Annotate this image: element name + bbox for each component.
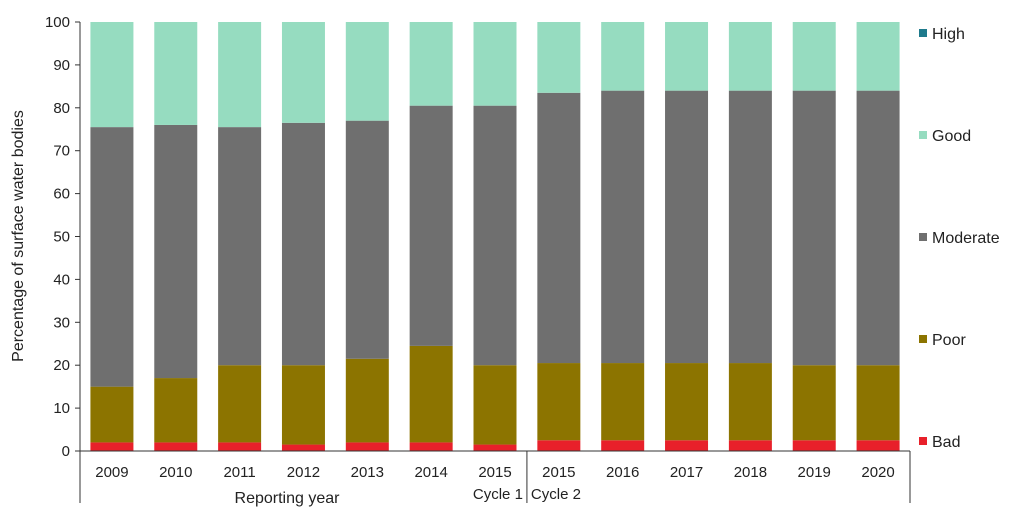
x-tick-label-2020: 2020 — [861, 464, 894, 481]
legend-label-moderate: Moderate — [932, 230, 1000, 247]
bar-poor-2015-7 — [537, 363, 581, 441]
bar-good-2018-10 — [728, 22, 772, 91]
bar-bad-2011-2 — [218, 442, 262, 451]
x-tick-label-2014: 2014 — [414, 464, 447, 481]
bar-good-2019-11 — [792, 22, 836, 91]
bar-moderate-2015-7 — [537, 92, 581, 364]
bar-poor-2012-3 — [281, 365, 325, 445]
bar-bad-2016-8 — [601, 440, 645, 451]
bar-moderate-2014-5 — [409, 105, 453, 346]
x-tick-label-2015: 2015 — [542, 464, 575, 481]
bar-poor-2017-9 — [665, 363, 709, 441]
bar-moderate-2016-8 — [601, 90, 645, 364]
legend-swatch-poor — [919, 335, 927, 343]
bar-good-2017-9 — [665, 22, 709, 91]
bar-poor-2011-2 — [218, 365, 262, 443]
y-tick-label: 100 — [45, 14, 70, 31]
y-axis-title: Percentage of surface water bodies — [10, 110, 27, 362]
bar-good-2013-4 — [345, 22, 389, 121]
legend-label-high: High — [932, 26, 965, 43]
bar-moderate-2019-11 — [792, 90, 836, 366]
bar-moderate-2009-0 — [90, 127, 134, 387]
bar-poor-2018-10 — [728, 363, 772, 441]
bar-moderate-2017-9 — [665, 90, 709, 364]
bar-poor-2013-4 — [345, 358, 389, 443]
bar-poor-2015-6 — [473, 365, 517, 445]
x-tick-label-2011: 2011 — [223, 464, 255, 481]
x-tick-label-2015: 2015 — [478, 464, 511, 481]
y-tick-label: 30 — [53, 314, 70, 331]
y-tick-label: 50 — [53, 229, 70, 246]
legend-swatch-high — [919, 29, 927, 37]
bar-moderate-2015-6 — [473, 105, 517, 366]
bar-moderate-2018-10 — [728, 90, 772, 364]
legend-swatch-good — [919, 131, 927, 139]
bar-bad-2019-11 — [792, 440, 836, 451]
bar-moderate-2010-1 — [154, 124, 198, 379]
bar-bad-2020-12 — [856, 440, 900, 451]
legend: Bad Poor Moderate Good High — [919, 26, 1000, 451]
x-tick-label-2018: 2018 — [734, 464, 767, 481]
bar-poor-2009-0 — [90, 386, 134, 443]
bar-good-2011-2 — [218, 22, 262, 128]
x-axis: 2009 2010 2011 2012 2013 2014 2015 2015 2016 2017… — [79, 450, 911, 503]
legend-label-bad: Bad — [932, 434, 960, 451]
bar-bad-2012-3 — [281, 444, 325, 451]
y-tick-label: 10 — [53, 400, 70, 417]
x-axis-title: Reporting year — [235, 490, 341, 507]
bar-good-2015-7 — [537, 22, 581, 93]
x-tick-label-2010: 2010 — [159, 464, 192, 481]
bar-bad-2015-7 — [537, 440, 581, 451]
x-tick-label-2009: 2009 — [95, 464, 128, 481]
bar-poor-2019-11 — [792, 365, 836, 441]
x-tick-label-2019: 2019 — [798, 464, 831, 481]
bar-bad-2014-5 — [409, 442, 453, 451]
bar-poor-2016-8 — [601, 363, 645, 441]
bar-bad-2009-0 — [90, 442, 134, 451]
y-tick-label: 20 — [53, 357, 70, 374]
x-tick-label-2017: 2017 — [670, 464, 703, 481]
bar-bad-2015-6 — [473, 444, 517, 451]
bar-good-2014-5 — [409, 22, 453, 106]
bar-poor-2010-1 — [154, 378, 198, 443]
bar-moderate-2020-12 — [856, 90, 900, 366]
bar-good-2009-0 — [90, 22, 134, 128]
x-tick-label-2012: 2012 — [287, 464, 320, 481]
legend-swatch-bad — [919, 437, 927, 445]
bar-good-2020-12 — [856, 22, 900, 91]
y-axis: 0 10 20 30 40 50 60 70 80 90 100 — [45, 14, 81, 460]
y-tick-label: 40 — [53, 271, 70, 288]
legend-label-poor: Poor — [932, 332, 966, 349]
bar-good-2015-6 — [473, 22, 517, 106]
bar-good-2010-1 — [154, 22, 198, 125]
x-tick-label-2016: 2016 — [606, 464, 639, 481]
x-tick-label-2013: 2013 — [351, 464, 384, 481]
y-tick-label: 70 — [53, 143, 70, 160]
bar-bad-2018-10 — [728, 440, 772, 451]
bar-good-2012-3 — [281, 22, 325, 123]
group-label-cycle-1: Cycle 1 — [473, 486, 523, 503]
bar-moderate-2013-4 — [345, 120, 389, 359]
y-tick-label: 0 — [62, 443, 70, 460]
bar-good-2016-8 — [601, 22, 645, 91]
y-tick-label: 60 — [53, 186, 70, 203]
bar-poor-2014-5 — [409, 345, 453, 443]
legend-label-good: Good — [932, 128, 971, 145]
group-label-cycle-2: Cycle 2 — [531, 486, 581, 503]
bar-moderate-2012-3 — [281, 122, 325, 366]
bar-bad-2013-4 — [345, 442, 389, 451]
bar-bad-2017-9 — [665, 440, 709, 451]
y-tick-label: 80 — [53, 100, 70, 117]
bars-layer — [90, 22, 900, 451]
bar-bad-2010-1 — [154, 442, 198, 451]
legend-swatch-moderate — [919, 233, 927, 241]
y-tick-label: 90 — [53, 57, 70, 74]
bar-poor-2020-12 — [856, 365, 900, 441]
bar-moderate-2011-2 — [218, 127, 262, 366]
